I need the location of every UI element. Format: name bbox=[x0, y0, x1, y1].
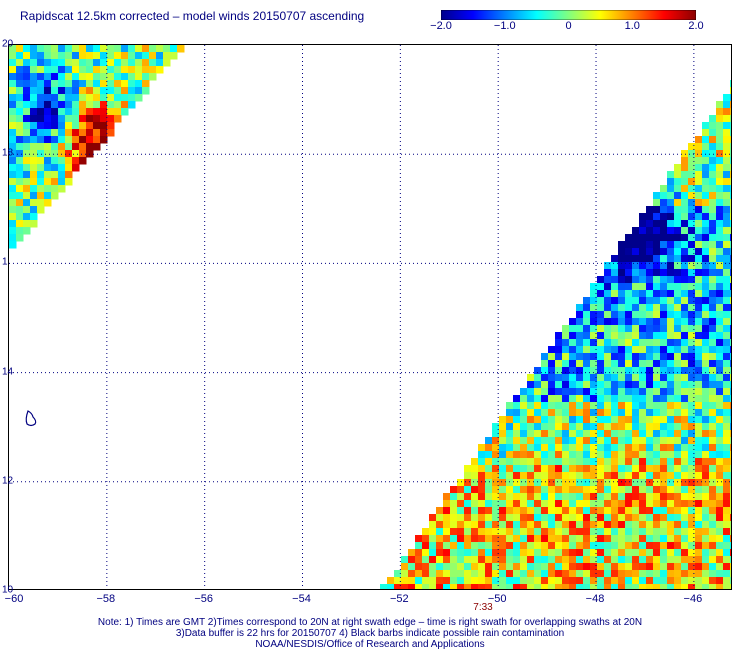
longitude-label: −54 bbox=[292, 593, 311, 605]
longitude-label: −46 bbox=[683, 593, 703, 605]
latitude-label: 18 bbox=[2, 147, 14, 159]
colorbar-tick: −1.0 bbox=[493, 20, 516, 32]
longitude-label: −52 bbox=[390, 593, 409, 605]
longitude-label: −60 bbox=[4, 593, 24, 605]
colorbar-tick: 2.0 bbox=[688, 20, 704, 32]
latitude-label: 12 bbox=[2, 475, 14, 487]
colorbar-tick: 1.0 bbox=[624, 20, 640, 32]
swath-time-label: 7:33 bbox=[473, 602, 493, 613]
latitude-label: 1 bbox=[2, 256, 8, 268]
latitude-label: 14 bbox=[2, 366, 14, 378]
map-canvas bbox=[9, 45, 731, 589]
longitude-label: −58 bbox=[96, 593, 116, 605]
colorbar-tick: 0 bbox=[565, 20, 572, 32]
note-line-3: NOAA/NESDIS/Office of Research and Appli… bbox=[255, 639, 485, 650]
latitude-label: 20 bbox=[2, 38, 14, 50]
map-title: Rapidscat 12.5km corrected – model winds… bbox=[20, 9, 365, 23]
island-outline bbox=[25, 410, 37, 427]
wind-difference-map bbox=[8, 44, 732, 590]
latitude-label: 10 bbox=[2, 584, 14, 596]
longitude-label: −48 bbox=[585, 593, 605, 605]
colorbar bbox=[441, 10, 696, 20]
colorbar-tick: −2.0 bbox=[430, 20, 452, 32]
note-line-2: 3)Data buffer is 22 hrs for 20150707 4) … bbox=[175, 628, 565, 639]
longitude-label: −56 bbox=[194, 593, 214, 605]
note-line-1: Note: 1) Times are GMT 2)Times correspon… bbox=[97, 617, 643, 628]
wind-difference-cells bbox=[9, 45, 731, 589]
longitude-label: −50 bbox=[487, 593, 507, 605]
map-grid bbox=[9, 45, 731, 589]
